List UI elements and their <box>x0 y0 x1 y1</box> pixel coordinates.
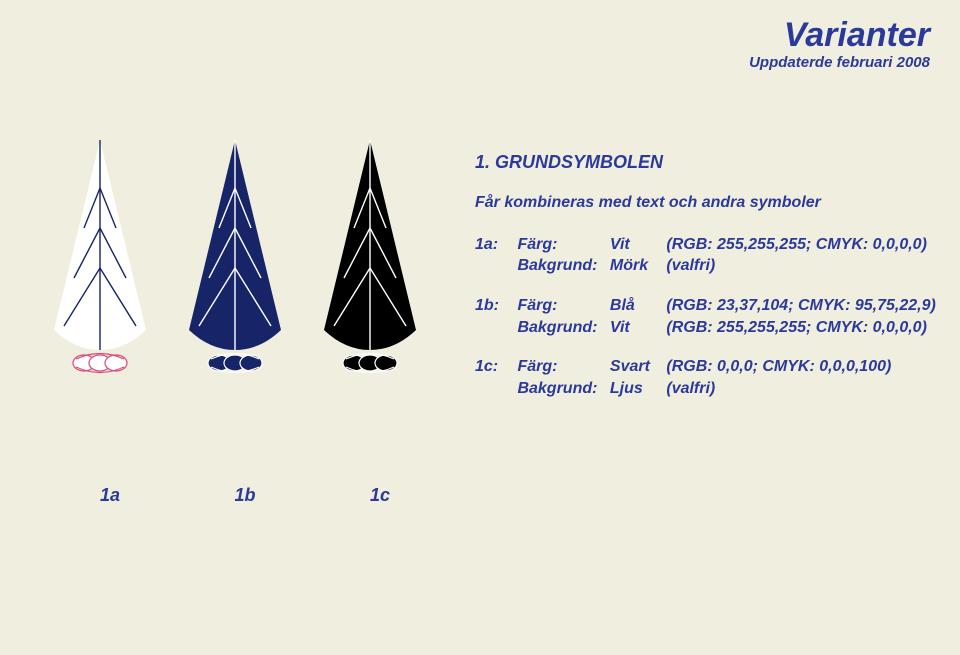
section-description: Får kombineras med text och andra symbol… <box>475 192 936 214</box>
spec-prefix: 1c: <box>475 356 513 378</box>
section-title: 1. GRUNDSYMBOLEN <box>475 150 936 174</box>
symbols-area <box>40 140 460 460</box>
label-1b: 1b <box>180 485 310 506</box>
variant-1b <box>175 140 295 376</box>
header-subtitle: Uppdaterde februari 2008 <box>749 54 930 71</box>
leaf-icon <box>185 140 285 350</box>
spec-color-code: (RGB: 0,0,0; CMYK: 0,0,0,100) <box>666 358 891 375</box>
knot-icon <box>340 350 400 376</box>
spec-color-name: Svart <box>610 356 662 378</box>
spec-color-name: Blå <box>610 295 662 317</box>
text-content: 1. GRUNDSYMBOLEN Får kombineras med text… <box>475 150 936 417</box>
spec-1b: 1b: Färg: Blå (RGB: 23,37,104; CMYK: 95,… <box>475 295 936 338</box>
page-header: Varianter Uppdaterde februari 2008 <box>749 18 930 71</box>
spec-color-label: Färg: <box>517 295 605 317</box>
spec-bg-label: Bakgrund: <box>517 317 605 339</box>
leaf-icon <box>320 140 420 350</box>
spec-bg-note: (valfri) <box>666 380 715 397</box>
spec-bg-code: (RGB: 255,255,255; CMYK: 0,0,0,0) <box>666 319 927 336</box>
spec-bg-name: Vit <box>610 317 662 339</box>
header-title: Varianter <box>749 18 930 52</box>
spec-bg-name: Mörk <box>610 255 662 277</box>
spec-color-label: Färg: <box>517 356 605 378</box>
variant-1c <box>310 140 430 376</box>
knot-icon <box>205 350 265 376</box>
label-1a: 1a <box>45 485 175 506</box>
spec-1a: 1a: Färg: Vit (RGB: 255,255,255; CMYK: 0… <box>475 234 936 277</box>
spec-bg-label: Bakgrund: <box>517 378 605 400</box>
knot-icon <box>70 350 130 376</box>
spec-1c: 1c: Färg: Svart (RGB: 0,0,0; CMYK: 0,0,0… <box>475 356 936 399</box>
spec-bg-note: (valfri) <box>666 257 715 274</box>
spec-bg-label: Bakgrund: <box>517 255 605 277</box>
leaf-icon <box>50 140 150 350</box>
spec-bg-name: Ljus <box>610 378 662 400</box>
spec-color-code: (RGB: 23,37,104; CMYK: 95,75,22,9) <box>666 297 935 314</box>
spec-color-name: Vit <box>610 234 662 256</box>
label-1c: 1c <box>315 485 445 506</box>
spec-prefix: 1b: <box>475 295 513 317</box>
spec-color-code: (RGB: 255,255,255; CMYK: 0,0,0,0) <box>666 236 927 253</box>
spec-prefix: 1a: <box>475 234 513 256</box>
variant-labels-row: 1a 1b 1c <box>45 485 445 506</box>
variant-1a <box>40 140 160 376</box>
spec-color-label: Färg: <box>517 234 605 256</box>
